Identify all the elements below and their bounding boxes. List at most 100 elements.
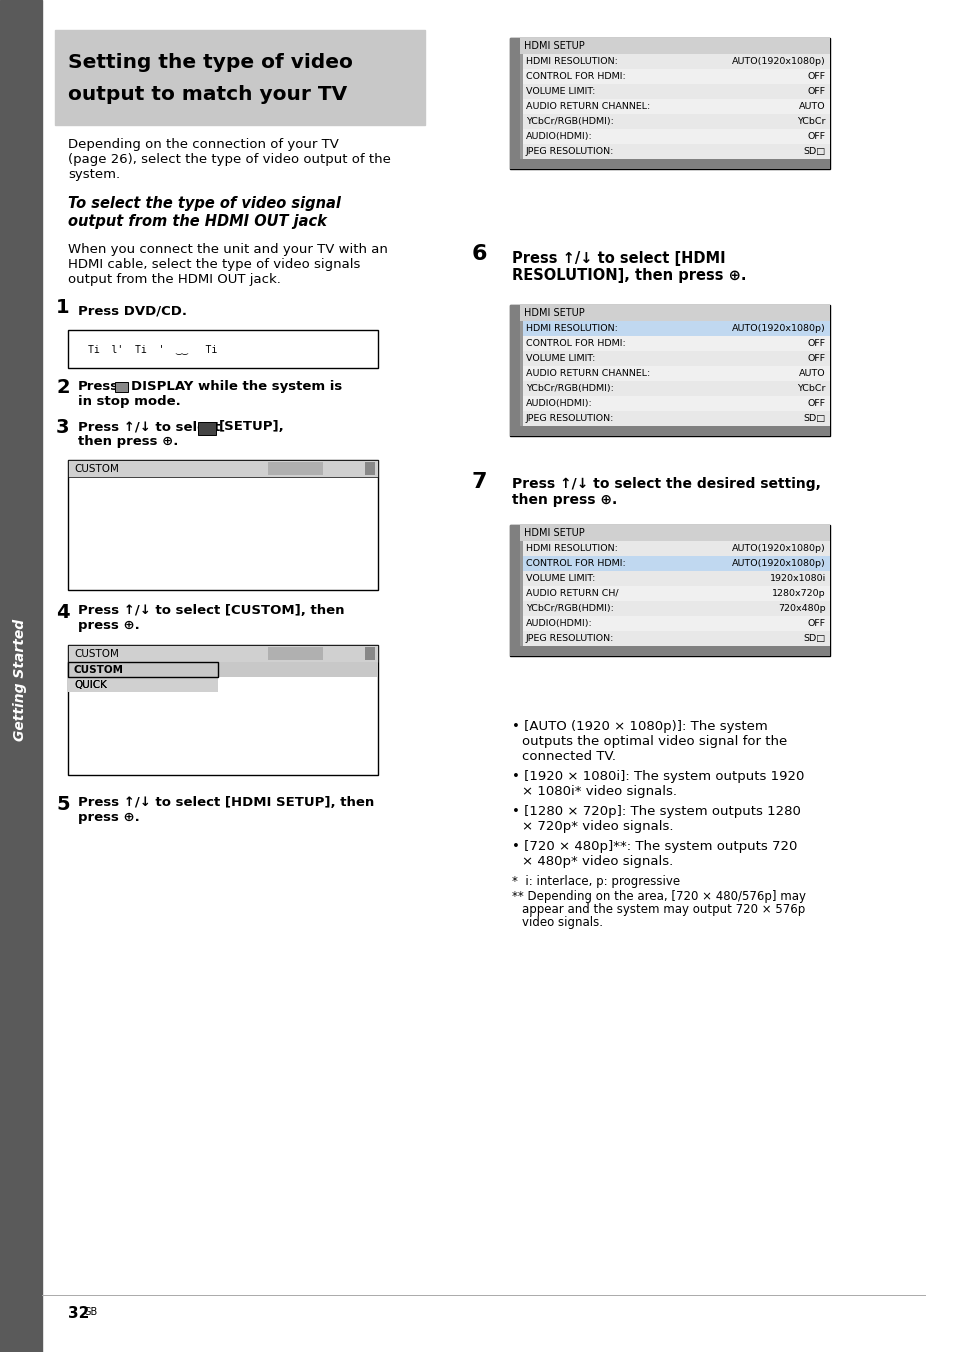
Text: 720x480p: 720x480p [778, 604, 825, 612]
Bar [519, 84, 522, 99]
Text: JPEG RESOLUTION:: JPEG RESOLUTION: [525, 147, 614, 155]
Bar [519, 631, 829, 646]
Text: 1: 1 [56, 297, 70, 316]
Text: 6: 6 [472, 243, 487, 264]
Text: OFF: OFF [807, 619, 825, 627]
Text: AUTO(1920x1080p): AUTO(1920x1080p) [732, 544, 825, 553]
Text: Depending on the connection of your TV: Depending on the connection of your TV [68, 138, 338, 151]
Bar [519, 617, 829, 631]
Bar [519, 541, 829, 556]
Text: AUDIO(HDMI):: AUDIO(HDMI): [525, 619, 592, 627]
Bar [519, 306, 829, 320]
Bar [519, 84, 829, 99]
Bar [510, 646, 829, 656]
Text: AUDIO RETURN CH/: AUDIO RETURN CH/ [525, 589, 618, 598]
Bar [519, 381, 522, 396]
Text: GB: GB [84, 1307, 98, 1317]
Text: HDMI cable, select the type of video signals: HDMI cable, select the type of video sig… [68, 258, 360, 270]
Text: × 1080i* video signals.: × 1080i* video signals. [521, 786, 677, 798]
Text: AUDIO(HDMI):: AUDIO(HDMI): [525, 132, 592, 141]
Text: AUTO: AUTO [799, 369, 825, 379]
Bar [519, 352, 522, 366]
Bar [519, 411, 522, 426]
Bar [519, 541, 522, 556]
Text: output from the HDMI OUT jack: output from the HDMI OUT jack [68, 214, 327, 228]
Text: CUSTOM: CUSTOM [74, 464, 119, 475]
Bar [519, 396, 522, 411]
Text: YCbCr: YCbCr [797, 384, 825, 393]
Text: output to match your TV: output to match your TV [68, 85, 347, 104]
Text: × 480p* video signals.: × 480p* video signals. [521, 854, 673, 868]
Bar [365, 648, 375, 660]
Bar [519, 525, 829, 541]
Bar [519, 381, 829, 396]
Bar [510, 38, 519, 169]
Bar [519, 128, 522, 145]
Text: YCbCr: YCbCr [797, 118, 825, 126]
Text: SD□: SD□ [803, 634, 825, 644]
Text: JPEG RESOLUTION:: JPEG RESOLUTION: [525, 414, 614, 423]
Text: outputs the optimal video signal for the: outputs the optimal video signal for the [521, 735, 786, 748]
Text: • [720 × 480p]**: The system outputs 720: • [720 × 480p]**: The system outputs 720 [512, 840, 797, 853]
Text: AUDIO RETURN CHANNEL:: AUDIO RETURN CHANNEL: [525, 369, 650, 379]
Text: AUDIO RETURN CHANNEL:: AUDIO RETURN CHANNEL: [525, 101, 650, 111]
Text: HDMI RESOLUTION:: HDMI RESOLUTION: [525, 544, 618, 553]
Bar [519, 128, 829, 145]
Text: [SETUP],: [SETUP], [219, 420, 284, 433]
Text: VOLUME LIMIT:: VOLUME LIMIT: [525, 575, 595, 583]
Bar [519, 396, 829, 411]
Text: • [1280 × 720p]: The system outputs 1280: • [1280 × 720p]: The system outputs 1280 [512, 804, 800, 818]
Text: CUSTOM: CUSTOM [74, 649, 119, 658]
Text: HDMI RESOLUTION:: HDMI RESOLUTION: [525, 57, 618, 66]
Bar [68, 645, 377, 662]
Bar [519, 602, 522, 617]
Text: output from the HDMI OUT jack.: output from the HDMI OUT jack. [68, 273, 280, 287]
Text: appear and the system may output 720 × 576p: appear and the system may output 720 × 5… [521, 903, 804, 917]
Text: *  i: interlace, p: progressive: * i: interlace, p: progressive [512, 875, 679, 888]
Text: in stop mode.: in stop mode. [78, 395, 180, 408]
Bar [68, 662, 218, 677]
Text: To select the type of video signal: To select the type of video signal [68, 196, 340, 211]
Text: CONTROL FOR HDMI:: CONTROL FOR HDMI: [525, 72, 625, 81]
Text: Press ↑/↓ to select: Press ↑/↓ to select [78, 420, 220, 433]
Text: YCbCr/RGB(HDMI):: YCbCr/RGB(HDMI): [525, 604, 613, 612]
Text: 1920x1080i: 1920x1080i [769, 575, 825, 583]
Bar [519, 411, 829, 426]
Text: 5: 5 [56, 795, 70, 814]
Bar [519, 38, 829, 54]
Bar [365, 462, 375, 475]
Text: DISPLAY while the system is: DISPLAY while the system is [131, 380, 342, 393]
Text: QUICK: QUICK [74, 680, 107, 690]
Text: press ⊕.: press ⊕. [78, 811, 139, 823]
Bar [519, 99, 522, 114]
Text: system.: system. [68, 168, 120, 181]
Bar [519, 585, 522, 602]
Bar [519, 337, 522, 352]
Text: OFF: OFF [807, 132, 825, 141]
Bar [519, 571, 829, 585]
Text: Getting Started: Getting Started [13, 619, 27, 741]
Text: AUTO(1920x1080p): AUTO(1920x1080p) [732, 324, 825, 333]
Text: connected TV.: connected TV. [521, 750, 616, 763]
Text: ** Depending on the area, [720 × 480/576p] may: ** Depending on the area, [720 × 480/576… [512, 890, 805, 903]
Bar [68, 645, 377, 775]
Text: press ⊕.: press ⊕. [78, 619, 139, 631]
Text: Press ↑/↓ to select [HDMI: Press ↑/↓ to select [HDMI [512, 251, 725, 266]
Bar [68, 662, 377, 677]
Bar [519, 556, 829, 571]
Bar [115, 383, 128, 392]
Bar [510, 160, 829, 169]
Bar [519, 114, 522, 128]
Bar [519, 114, 829, 128]
Text: OFF: OFF [807, 87, 825, 96]
Text: SD□: SD□ [803, 147, 825, 155]
Bar [519, 631, 522, 646]
Text: AUDIO(HDMI):: AUDIO(HDMI): [525, 399, 592, 408]
Text: Press ↑/↓ to select [HDMI SETUP], then: Press ↑/↓ to select [HDMI SETUP], then [78, 796, 374, 808]
Bar [268, 648, 323, 660]
Text: CONTROL FOR HDMI:: CONTROL FOR HDMI: [525, 339, 625, 347]
Bar [519, 320, 829, 337]
Text: YCbCr/RGB(HDMI):: YCbCr/RGB(HDMI): [525, 384, 613, 393]
Text: 1280x720p: 1280x720p [772, 589, 825, 598]
Text: JPEG RESOLUTION:: JPEG RESOLUTION: [525, 634, 614, 644]
